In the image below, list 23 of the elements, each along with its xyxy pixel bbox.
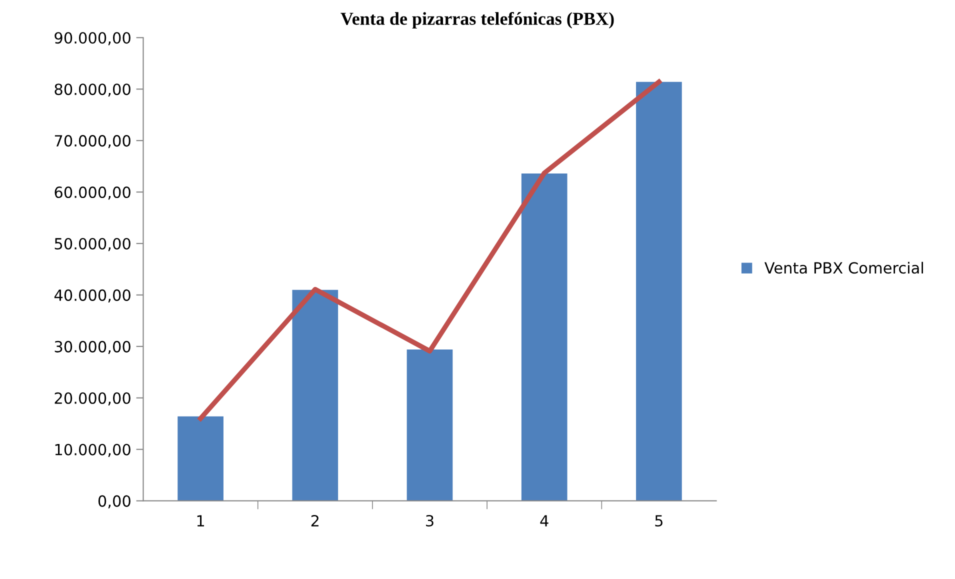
y-tick-label: 0,00 [98, 495, 130, 508]
bar [178, 416, 224, 501]
y-tick-label: 50.000,00 [54, 238, 130, 252]
y-tick-label: 40.000,00 [54, 289, 130, 303]
x-tick-label: 1 [197, 515, 204, 526]
chart-title: Venta de pizarras telefónicas (PBX) [340, 12, 614, 29]
bar [406, 350, 453, 501]
y-tick-label: 60.000,00 [54, 186, 130, 200]
line-series [198, 79, 662, 421]
y-tick-label: 30.000,00 [54, 340, 130, 354]
y-tick-label: 80.000,00 [54, 84, 130, 97]
x-tick-label: 3 [426, 514, 434, 527]
y-tick-label: 70.000,00 [54, 135, 130, 148]
x-tick-label: 2 [311, 514, 318, 526]
legend-label: Venta PBX Comercial [764, 262, 924, 274]
bar [292, 290, 338, 501]
bar [636, 82, 682, 501]
bar [521, 174, 568, 501]
y-tick-label: 90.000,00 [54, 32, 130, 46]
x-tick-label: 4 [540, 515, 548, 526]
y-tick-label: 20.000,00 [54, 392, 130, 406]
x-tick-label: 5 [655, 515, 662, 527]
y-tick-label: 10.000,00 [55, 444, 130, 457]
